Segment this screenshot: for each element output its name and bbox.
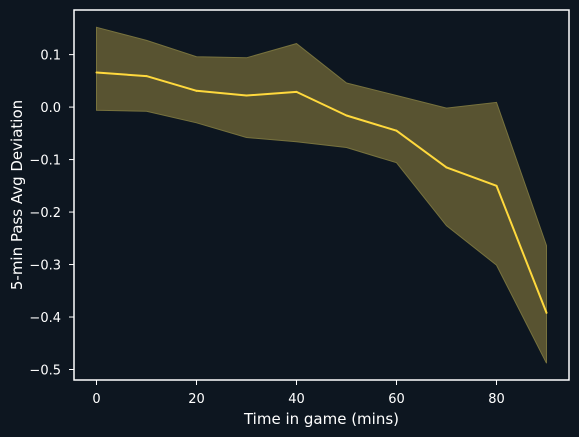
y-tick-label: −0.4 xyxy=(29,311,61,326)
data-point xyxy=(295,90,298,93)
data-point xyxy=(445,166,448,169)
data-point xyxy=(245,94,248,97)
x-tick-label: 0 xyxy=(92,392,100,407)
data-point xyxy=(95,71,98,74)
y-tick-label: −0.2 xyxy=(29,206,61,221)
y-tick-label: −0.1 xyxy=(29,154,61,169)
data-point xyxy=(345,114,348,117)
data-point xyxy=(395,129,398,132)
x-tick-label: 40 xyxy=(288,392,305,407)
y-tick-label: −0.3 xyxy=(29,259,61,274)
data-point xyxy=(545,311,548,314)
plot-area xyxy=(95,26,548,364)
data-point xyxy=(495,184,498,187)
x-axis-label: Time in game (mins) xyxy=(243,410,399,428)
x-tick-label: 80 xyxy=(488,392,505,407)
data-point xyxy=(195,89,198,92)
data-point xyxy=(145,75,148,78)
y-axis-label: 5-min Pass Avg Deviation xyxy=(8,100,26,290)
axes-frame xyxy=(73,9,570,381)
y-tick-label: −0.5 xyxy=(29,364,61,379)
x-tick-label: 60 xyxy=(388,392,405,407)
y-tick-label: 0.1 xyxy=(40,49,61,64)
y-tick-label: 0.0 xyxy=(40,101,61,116)
confidence-band xyxy=(96,26,547,364)
x-axis: 0 20 40 60 80 xyxy=(92,380,505,407)
series-line xyxy=(96,71,548,314)
y-axis: 0.1 0.0 −0.1 −0.2 −0.3 −0.4 −0.5 xyxy=(29,49,74,379)
x-tick-label: 20 xyxy=(188,392,205,407)
